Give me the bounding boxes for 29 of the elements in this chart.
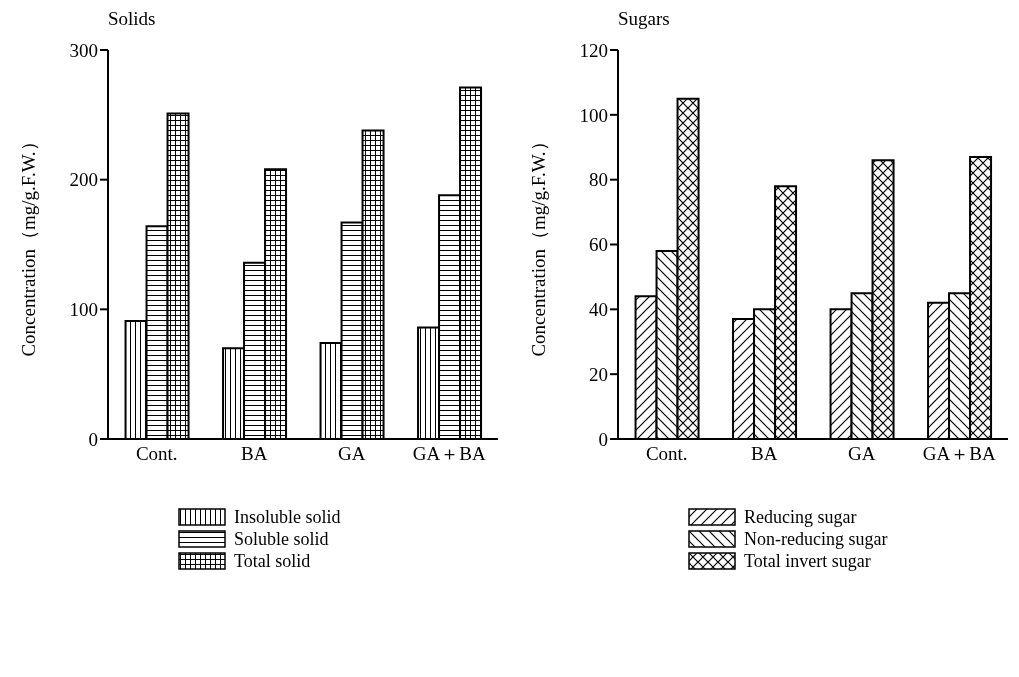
legend-label: Insoluble solid <box>234 506 341 528</box>
y-tick-label: 100 <box>579 104 608 126</box>
y-axis-title: Concentration（mg/g.F.W.） <box>17 132 39 357</box>
y-axis-title: Concentration（mg/g.F.W.） <box>527 132 549 357</box>
chart-title: Solids <box>108 8 157 31</box>
x-tick-label: GA <box>848 443 876 465</box>
x-tick-label: GA＋BA <box>412 443 486 465</box>
y-tick-label: 80 <box>589 169 608 191</box>
y-tick-label: 300 <box>69 39 98 61</box>
y-tick-label: 0 <box>598 428 608 450</box>
x-tick-label: Cont. <box>135 443 178 465</box>
x-tick-label: BA <box>241 443 268 465</box>
x-tick-label: GA <box>338 443 366 465</box>
y-tick-label: 120 <box>579 39 608 61</box>
legend-label: Total invert sugar <box>744 550 871 572</box>
y-tick-label: 200 <box>69 169 98 191</box>
x-tick-label: BA <box>751 443 778 465</box>
x-tick-label: GA＋BA <box>922 443 996 465</box>
legend-label: Total solid <box>234 550 311 572</box>
y-tick-label: 60 <box>589 234 608 256</box>
y-tick-label: 0 <box>88 428 98 450</box>
legend-label: Soluble solid <box>234 528 329 550</box>
x-tick-label: Cont. <box>645 443 688 465</box>
legend-label: Reducing sugar <box>744 506 857 528</box>
legend-label: Non-reducing sugar <box>744 528 888 550</box>
y-tick-label: 20 <box>589 363 608 385</box>
y-tick-label: 40 <box>589 299 608 321</box>
chart-title: Sugars <box>618 8 671 31</box>
y-tick-label: 100 <box>69 299 98 321</box>
